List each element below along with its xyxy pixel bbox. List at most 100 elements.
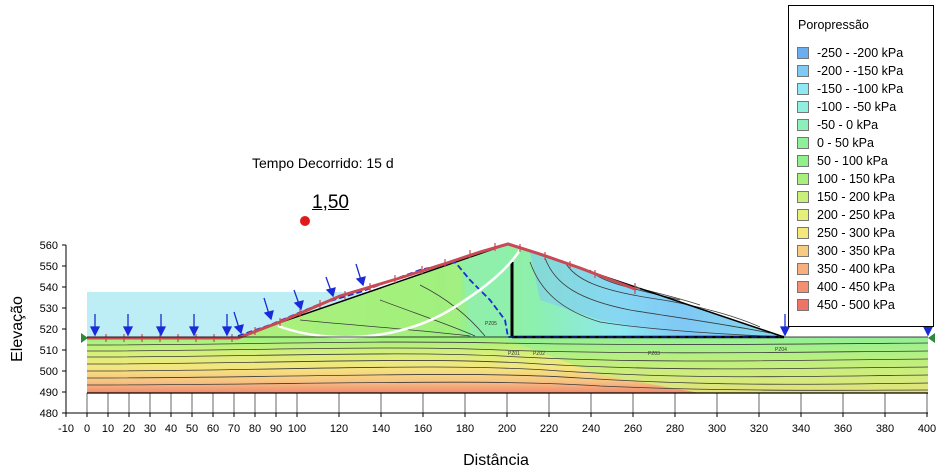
legend-label: -250 - -200 kPa (817, 46, 904, 60)
pore-pressure-contours (86, 257, 929, 391)
x-tick-label: 360 (834, 423, 852, 435)
x-tick-label: 0 (84, 423, 90, 435)
x-tick-label: 300 (708, 423, 726, 435)
y-tick-label: 490 (40, 387, 58, 399)
boundary-load-arrows (89, 263, 934, 337)
legend-swatch (797, 263, 809, 275)
x-tick-label: 80 (249, 423, 261, 435)
legend-item: -200 - -150 kPa (797, 64, 903, 78)
legend-swatch (797, 281, 809, 293)
legend-swatch (797, 155, 809, 167)
y-tick-label: 500 (40, 366, 58, 378)
x-tick-label: 220 (540, 423, 558, 435)
x-tick-label: 70 (228, 423, 240, 435)
legend-label: -150 - -100 kPa (817, 82, 904, 96)
legend-item: 50 - 100 kPa (797, 154, 888, 168)
seepage-line (237, 260, 780, 338)
legend-item: 250 - 300 kPa (797, 226, 895, 240)
x-tick-label: 50 (186, 423, 198, 435)
x-tick-label: 90 (270, 423, 282, 435)
x-tick-label: 120 (330, 423, 348, 435)
legend-item: -250 - -200 kPa (797, 46, 903, 60)
x-tick-label: 260 (624, 423, 642, 435)
legend-label: 300 - 350 kPa (817, 244, 895, 258)
legend-item: -100 - -50 kPa (797, 100, 896, 114)
piezometer-pz03: PZ03 (648, 351, 660, 357)
legend-label: 450 - 500 kPa (817, 298, 895, 312)
x-tick-label: -10 (58, 423, 74, 435)
legend-item: 400 - 450 kPa (797, 280, 895, 294)
x-tick-label: 180 (456, 423, 474, 435)
legend-label: 200 - 250 kPa (817, 208, 895, 222)
pore-pressure-markers (105, 243, 640, 342)
piezometer-pz05: PZ05 (485, 321, 497, 327)
legend-label: 0 - 50 kPa (817, 136, 874, 150)
legend-swatch (797, 137, 809, 149)
piezometer-pz01: PZ01 (508, 351, 520, 357)
x-tick-label: 280 (666, 423, 684, 435)
legend-label: 100 - 150 kPa (817, 172, 895, 186)
legend-label: -200 - -150 kPa (817, 64, 904, 78)
y-tick-label: 530 (40, 303, 58, 315)
y-tick-label: 480 (40, 408, 58, 420)
legend-item: 200 - 250 kPa (797, 208, 895, 222)
y-axis-ticks: 480 490 500 510 520 530 540 550 560 (40, 240, 66, 420)
x-tick-label: 40 (165, 423, 177, 435)
x-tick-label: 60 (207, 423, 219, 435)
y-tick-label: 560 (40, 240, 58, 252)
y-tick-label: 510 (40, 345, 58, 357)
x-axis-ticks: -10 0 10 20 30 40 50 60 70 80 90 100 120 140 160 180 200… (58, 393, 936, 435)
legend-label: -100 - -50 kPa (817, 100, 897, 114)
x-tick-label: 30 (144, 423, 156, 435)
y-axis-label: Elevação (9, 296, 26, 362)
legend-item: -150 - -100 kPa (797, 82, 903, 96)
x-tick-label: 320 (750, 423, 768, 435)
dam-downstream-negative-zone (530, 252, 784, 337)
piezometer-pz04: PZ04 (775, 347, 787, 353)
legend-swatch (797, 299, 809, 311)
legend-swatch (797, 47, 809, 59)
x-tick-label: 20 (123, 423, 135, 435)
slip-surface (277, 249, 522, 339)
legend-label: 400 - 450 kPa (817, 280, 895, 294)
x-tick-label: 10 (102, 423, 114, 435)
legend-swatch (797, 65, 809, 77)
x-tick-label: 400 (918, 423, 936, 435)
legend-swatch (797, 245, 809, 257)
piezometer-pz02: PZ02 (533, 351, 545, 357)
x-tick-label: 200 (498, 423, 516, 435)
legend-item: 100 - 150 kPa (797, 172, 895, 186)
y-tick-label: 520 (40, 324, 58, 336)
x-tick-label: 340 (792, 423, 810, 435)
legend-item: 450 - 500 kPa (797, 298, 895, 312)
legend-label: -50 - 0 kPa (817, 118, 879, 132)
legend-title: Poropressão (798, 18, 869, 32)
x-tick-label: 240 (582, 423, 600, 435)
legend-item: 0 - 50 kPa (797, 136, 874, 150)
x-tick-label: 380 (876, 423, 894, 435)
legend-label: 250 - 300 kPa (817, 226, 895, 240)
x-axis-label: Distância (463, 452, 529, 469)
legend-item: -50 - 0 kPa (797, 118, 878, 132)
legend-swatch (797, 191, 809, 203)
foundation-right-zone (500, 337, 928, 393)
factor-of-safety-value: 1,50 (312, 192, 349, 213)
x-tick-label: 160 (414, 423, 432, 435)
legend-swatch (797, 227, 809, 239)
elapsed-time-label: Tempo Decorrido: 15 d (252, 155, 394, 171)
right-boundary-marker (928, 333, 935, 343)
legend-label: 350 - 400 kPa (817, 262, 895, 276)
legend-label: 150 - 200 kPa (817, 190, 895, 204)
legend-item: 150 - 200 kPa (797, 190, 895, 204)
legend-panel: Poropressão -250 - -200 kPa -200 - -150 k… (788, 5, 934, 327)
x-tick-label: 140 (372, 423, 390, 435)
legend-item: 350 - 400 kPa (797, 262, 895, 276)
slip-center-point (300, 216, 310, 226)
legend-item: 300 - 350 kPa (797, 244, 895, 258)
legend-swatch (797, 173, 809, 185)
y-tick-label: 540 (40, 282, 58, 294)
y-tick-label: 550 (40, 261, 58, 273)
legend-swatch (797, 83, 809, 95)
legend-swatch (797, 101, 809, 113)
legend-swatch (797, 119, 809, 131)
